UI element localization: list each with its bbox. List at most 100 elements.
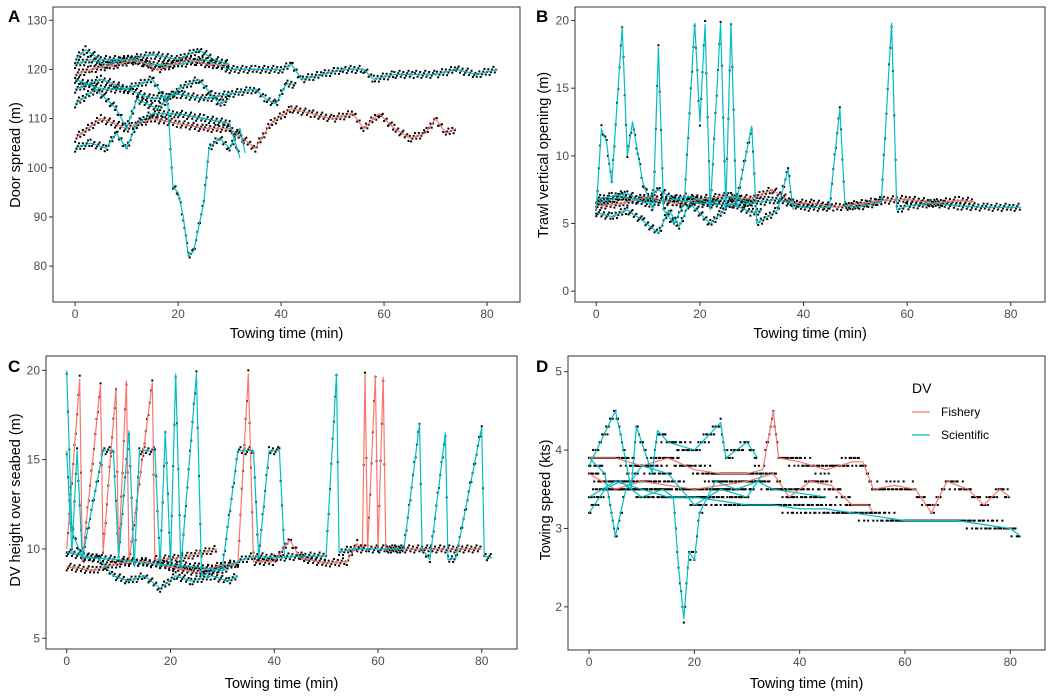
observation-point	[208, 122, 211, 125]
observation-point	[107, 448, 110, 451]
observation-point	[718, 488, 721, 491]
observation-point	[300, 555, 303, 558]
observation-point	[143, 92, 146, 95]
observation-point	[448, 68, 451, 71]
observation-point	[263, 100, 266, 103]
observation-point	[152, 584, 155, 587]
observation-point	[286, 67, 289, 70]
observation-point	[160, 68, 163, 71]
observation-point	[873, 511, 876, 514]
observation-point	[868, 511, 871, 514]
observation-point	[597, 480, 600, 483]
observation-point	[229, 559, 232, 562]
observation-point	[715, 217, 718, 220]
observation-point	[273, 98, 276, 101]
observation-point	[245, 86, 248, 89]
observation-point	[873, 198, 876, 201]
observation-point	[359, 70, 362, 73]
observation-point	[110, 136, 113, 139]
observation-point	[206, 115, 209, 118]
observation-point	[102, 560, 105, 563]
observation-point	[172, 556, 175, 559]
observation-point	[196, 94, 199, 97]
observation-point	[877, 198, 880, 201]
observation-point	[107, 80, 110, 83]
observation-point	[439, 123, 442, 126]
observation-point	[682, 449, 685, 452]
observation-point	[224, 61, 227, 64]
observation-point	[227, 577, 230, 580]
x-tick-label: 80	[1004, 307, 1018, 321]
observation-point	[889, 200, 892, 203]
observation-point	[295, 105, 298, 108]
observation-point	[363, 70, 366, 73]
observation-point	[622, 488, 625, 491]
observation-point	[886, 519, 889, 522]
observation-point	[108, 446, 111, 449]
observation-point	[656, 195, 659, 198]
observation-point	[860, 199, 863, 202]
observation-point	[277, 71, 280, 74]
observation-point	[401, 550, 404, 553]
observation-point	[112, 57, 115, 60]
observation-point	[666, 204, 669, 207]
observation-point	[851, 464, 854, 467]
observation-point	[114, 91, 117, 94]
observation-point	[920, 201, 923, 204]
observation-point	[97, 54, 100, 57]
observation-point	[751, 472, 754, 475]
observation-point	[236, 128, 239, 131]
observation-point	[982, 519, 985, 522]
observation-point	[316, 111, 319, 114]
observation-point	[890, 197, 893, 200]
observation-point	[74, 62, 77, 65]
observation-point	[902, 200, 905, 203]
observation-point	[159, 109, 162, 112]
observation-point	[437, 76, 440, 79]
observation-point	[622, 496, 625, 499]
observation-point	[292, 84, 295, 87]
observation-point	[719, 503, 722, 506]
observation-point	[594, 449, 597, 452]
observation-point	[357, 546, 360, 549]
observation-point	[103, 93, 106, 96]
observation-point	[168, 68, 171, 71]
observation-point	[89, 55, 92, 58]
observation-point	[192, 569, 195, 572]
observation-point	[769, 488, 772, 491]
observation-point	[411, 137, 414, 140]
observation-point	[669, 220, 672, 223]
observation-point	[231, 127, 234, 130]
observation-point	[157, 111, 160, 114]
observation-point	[976, 496, 979, 499]
observation-point	[878, 511, 881, 514]
observation-point	[173, 186, 176, 189]
observation-point	[471, 75, 474, 78]
observation-point	[969, 519, 972, 522]
observation-point	[609, 417, 612, 420]
observation-point	[602, 472, 605, 475]
observation-point	[921, 205, 924, 208]
observation-point	[226, 65, 229, 68]
observation-point	[595, 212, 598, 215]
observation-point	[228, 95, 231, 98]
observation-point	[127, 565, 130, 568]
observation-point	[611, 488, 614, 491]
observation-point	[132, 60, 135, 63]
observation-point	[83, 558, 86, 561]
observation-point	[75, 147, 78, 150]
observation-point	[807, 503, 810, 506]
observation-point	[1002, 207, 1005, 210]
observation-point	[172, 567, 175, 570]
y-tick-label: 110	[28, 112, 47, 126]
observation-point	[599, 193, 602, 196]
observation-point	[383, 550, 386, 553]
observation-point	[78, 96, 81, 99]
observation-point	[155, 116, 158, 119]
observation-point	[815, 496, 818, 499]
observation-point	[166, 96, 169, 99]
observation-point	[185, 554, 188, 557]
observation-point	[116, 83, 119, 86]
observation-point	[339, 118, 342, 121]
observation-point	[939, 199, 942, 202]
